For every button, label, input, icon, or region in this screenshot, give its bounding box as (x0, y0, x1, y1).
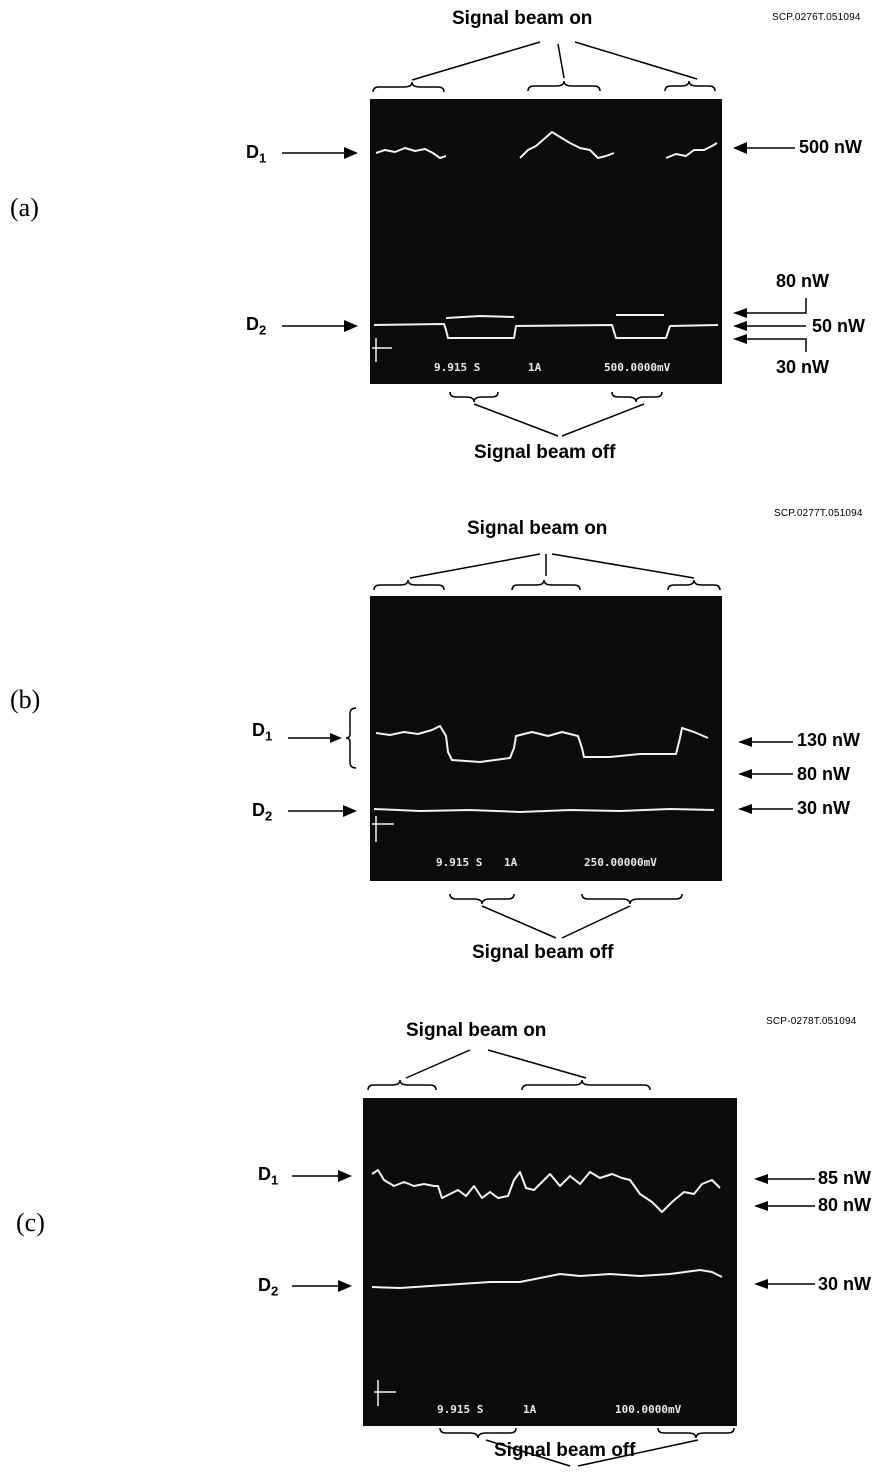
d2-label: D2 (258, 1275, 279, 1299)
panel-a: (a) SCP.0276T.051094 Signal beam on 9.91… (0, 0, 884, 480)
signal-beam-off-label: Signal beam off (474, 442, 616, 463)
power-label-50nw: 50 nW (812, 316, 866, 336)
figure-code: SCP.0276T.051094 (772, 12, 861, 23)
panel-c-annotations (292, 1049, 815, 1467)
signal-beam-on-label: Signal beam on (406, 1020, 547, 1041)
power-label-130nw: 130 nW (797, 730, 861, 750)
readout-time: 9.915 S (437, 1403, 484, 1416)
panel-a-annotations (282, 41, 807, 437)
d1-label: D1 (252, 720, 273, 744)
d2-label: D2 (252, 800, 273, 824)
d2-label: D2 (246, 314, 267, 338)
power-label-500nw: 500 nW (799, 137, 863, 157)
panel-tag: (b) (10, 685, 41, 714)
readout-channel: 1A (528, 361, 542, 374)
signal-beam-on-label: Signal beam on (467, 518, 608, 539)
oscilloscope-screen: 9.915 S 1A 250.00000mV (370, 596, 722, 881)
signal-beam-off-label: Signal beam off (472, 942, 614, 963)
readout-channel: 1A (504, 856, 518, 869)
readout-channel: 1A (523, 1403, 537, 1416)
power-label-30nw: 30 nW (797, 798, 851, 818)
power-label-80nw: 80 nW (776, 271, 830, 291)
readout-time: 9.915 S (436, 856, 483, 869)
readout-scale: 500.0000mV (604, 361, 671, 374)
power-label-80nw: 80 nW (818, 1195, 872, 1215)
signal-beam-on-label: Signal beam on (452, 8, 593, 29)
panel-c: (c) SCP-0278T.051094 Signal beam on 9.91… (0, 980, 884, 1478)
panel-b: (b) SCP.0277T.051094 Signal beam on 9.91… (0, 480, 884, 980)
panel-tag: (c) (16, 1208, 45, 1237)
d1-label: D1 (258, 1164, 279, 1188)
oscilloscope-screen: 9.915 S 1A 100.0000mV (363, 1098, 737, 1426)
power-label-30nw: 30 nW (818, 1274, 872, 1294)
power-label-30nw: 30 nW (776, 357, 830, 377)
figure-code: SCP.0277T.051094 (774, 508, 863, 519)
oscilloscope-screen: 9.915 S 1A 500.0000mV (370, 99, 722, 384)
signal-beam-off-label: Signal beam off (494, 1440, 636, 1461)
panel-b-annotations (288, 553, 793, 939)
figure-code: SCP-0278T.051094 (766, 1016, 857, 1027)
d1-label: D1 (246, 142, 267, 166)
panel-tag: (a) (10, 193, 39, 222)
power-label-80nw: 80 nW (797, 764, 851, 784)
readout-scale: 250.00000mV (584, 856, 657, 869)
readout-scale: 100.0000mV (615, 1403, 682, 1416)
power-label-85nw: 85 nW (818, 1168, 872, 1188)
readout-time: 9.915 S (434, 361, 481, 374)
